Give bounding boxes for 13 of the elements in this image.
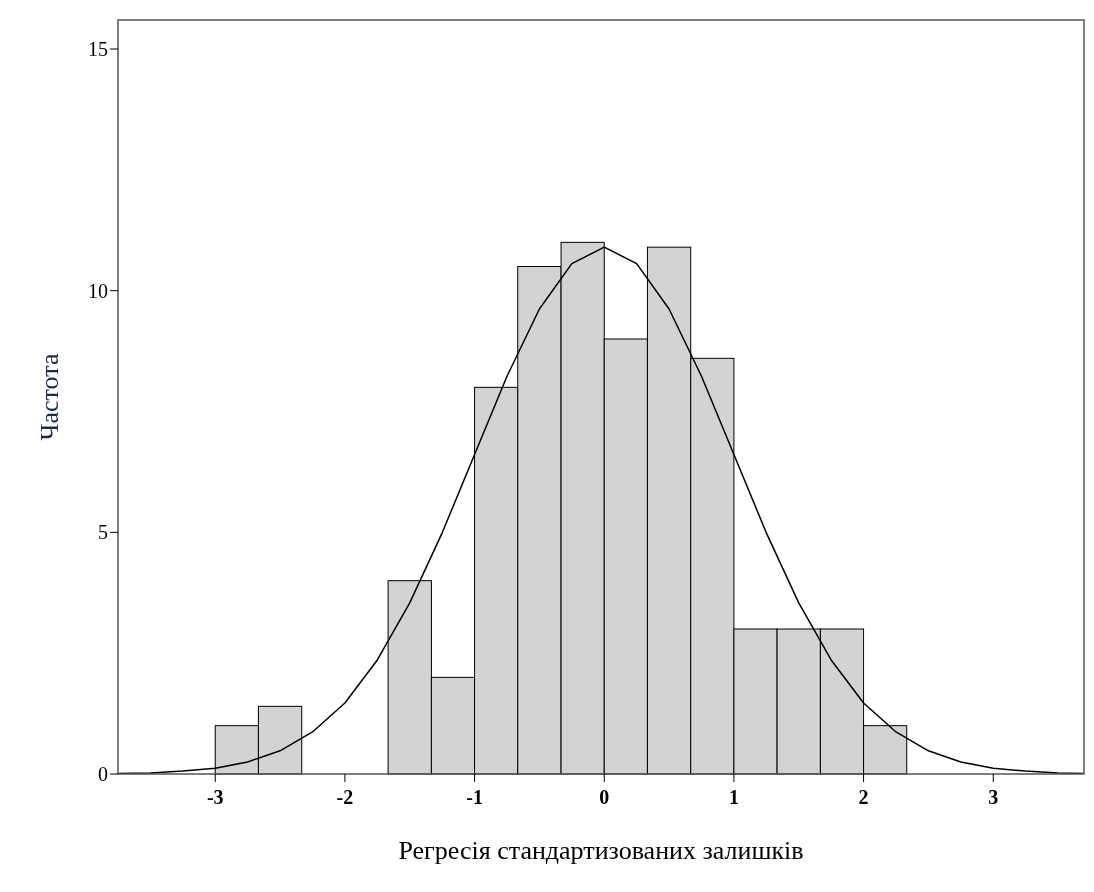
y-tick-label: 15 (88, 38, 108, 60)
x-tick-label: -2 (336, 786, 354, 808)
x-tick-label: 0 (599, 786, 610, 808)
y-tick-label: 10 (88, 279, 108, 302)
y-axis-title: Частота (35, 353, 64, 441)
y-tick-label: 5 (98, 521, 108, 544)
x-tick-label: 2 (858, 786, 869, 808)
x-tick-label: -3 (206, 786, 224, 808)
x-axis-title: Регресія стандартизованих залишків (398, 836, 804, 865)
y-tick-label: 0 (98, 763, 108, 785)
x-tick-label: -1 (466, 786, 483, 808)
x-tick-label: 1 (728, 786, 739, 808)
x-tick-label: 3 (988, 786, 999, 808)
